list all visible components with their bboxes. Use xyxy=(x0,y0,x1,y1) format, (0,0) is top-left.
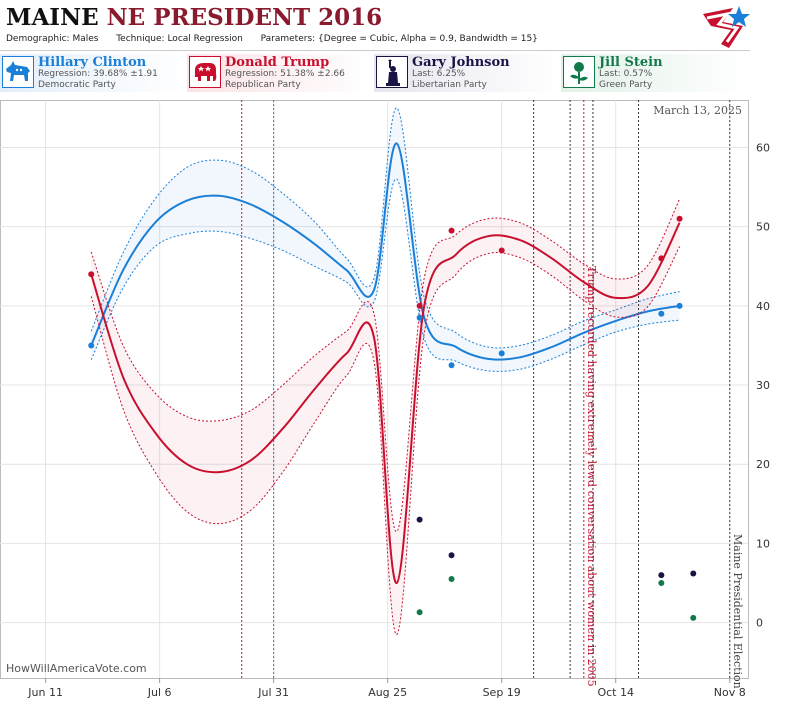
candidate-clinton: Hillary Clinton Regression: 39.68% ±1.91… xyxy=(0,54,185,92)
y-tick-label: 10 xyxy=(756,537,770,550)
data-point xyxy=(658,572,665,579)
title-rest: NE PRESIDENT 2016 xyxy=(106,4,383,31)
x-tick-label: Jul 31 xyxy=(257,686,289,699)
series-line xyxy=(90,142,680,361)
parameters-value: {Degree = Cubic, Alpha = 0.9, Bandwidth … xyxy=(318,34,538,44)
parameters-label: Parameters: xyxy=(260,34,316,44)
candidate-trump: Donald Trump Regression: 51.38% ±2.66 Re… xyxy=(187,54,372,92)
demographic-label: Demographic: xyxy=(6,34,70,44)
title-state: MAINE xyxy=(6,4,99,31)
annotation-label: Maine Presidential Election xyxy=(731,534,744,689)
candidate-stat: Regression: 39.68% ±1.91 xyxy=(38,69,158,79)
candidate-name: Gary Johnson xyxy=(412,55,510,70)
y-tick-label: 0 xyxy=(756,617,763,630)
data-point xyxy=(416,609,423,616)
polling-chart: 0 10 20 30 40 50 60 Jun 11 Jul 6 Jul 31 Aug 25 Sep … xyxy=(0,100,770,699)
chart-parameters: Demographic: Males Technique: Local Regr… xyxy=(6,34,538,44)
candidate-stat: Last: 0.57% xyxy=(599,69,653,79)
candidate-stat: Regression: 51.38% ±2.66 xyxy=(225,69,345,79)
data-point xyxy=(448,362,455,369)
elephant-icon xyxy=(189,56,221,88)
data-point xyxy=(658,255,665,262)
data-point xyxy=(676,215,683,222)
data-point xyxy=(448,227,455,234)
technique-value: Local Regression xyxy=(167,34,243,44)
x-tick-label: Jun 11 xyxy=(27,686,63,699)
candidate-name: Hillary Clinton xyxy=(38,55,147,70)
data-point xyxy=(676,302,683,309)
site-logo-icon xyxy=(703,6,750,48)
x-tick-label: Nov 8 xyxy=(714,686,746,699)
candidate-stein: Jill Stein Last: 0.57% Green Party xyxy=(561,54,746,92)
rose-icon xyxy=(563,56,595,88)
data-point xyxy=(416,302,423,309)
data-point xyxy=(658,310,665,317)
candidate-party: Republican Party xyxy=(225,80,301,90)
x-tick-label: Sep 19 xyxy=(483,686,521,699)
x-tick-label: Oct 14 xyxy=(597,686,634,699)
candidate-name: Donald Trump xyxy=(225,55,330,70)
band-upper-line xyxy=(90,107,680,349)
confidence-band xyxy=(91,107,680,372)
candidate-stat: Last: 6.25% xyxy=(412,69,466,79)
data-point xyxy=(416,314,423,321)
candidate-name: Jill Stein xyxy=(599,55,663,70)
date-label: March 13, 2025 xyxy=(653,104,742,117)
y-tick-label: 50 xyxy=(756,221,770,234)
data-point xyxy=(448,576,455,583)
donkey-icon xyxy=(2,56,34,88)
y-tick-label: 60 xyxy=(756,142,770,155)
annotation-label: Trump recorded having extremely lewd con… xyxy=(585,266,598,687)
watermark: HowWillAmericaVote.com xyxy=(6,662,147,675)
data-point xyxy=(88,271,95,278)
band-lower-line xyxy=(90,178,680,372)
y-tick-label: 40 xyxy=(756,300,770,313)
liberty-icon xyxy=(376,56,408,88)
header-divider xyxy=(0,50,750,51)
candidate-johnson: Gary Johnson Last: 6.25% Libertarian Par… xyxy=(374,54,559,92)
data-point xyxy=(690,614,697,621)
demographic-value: Males xyxy=(72,34,99,44)
candidate-party: Green Party xyxy=(599,80,653,90)
data-point xyxy=(690,570,697,577)
x-tick-label: Jul 6 xyxy=(147,686,172,699)
y-tick-label: 30 xyxy=(756,379,770,392)
y-tick-label: 20 xyxy=(756,458,770,471)
x-tick-label: Aug 25 xyxy=(368,686,407,699)
data-point xyxy=(498,350,505,357)
data-point xyxy=(658,579,665,586)
plot-frame xyxy=(0,100,749,679)
series-line xyxy=(90,222,681,585)
data-point xyxy=(448,552,455,559)
candidate-party: Democratic Party xyxy=(38,80,116,90)
data-point xyxy=(88,342,95,349)
page-title: MAINE NE PRESIDENT 2016 xyxy=(6,4,382,31)
data-point xyxy=(416,516,423,523)
data-point xyxy=(498,247,505,254)
candidate-party: Libertarian Party xyxy=(412,80,487,90)
technique-label: Technique: xyxy=(116,34,165,44)
